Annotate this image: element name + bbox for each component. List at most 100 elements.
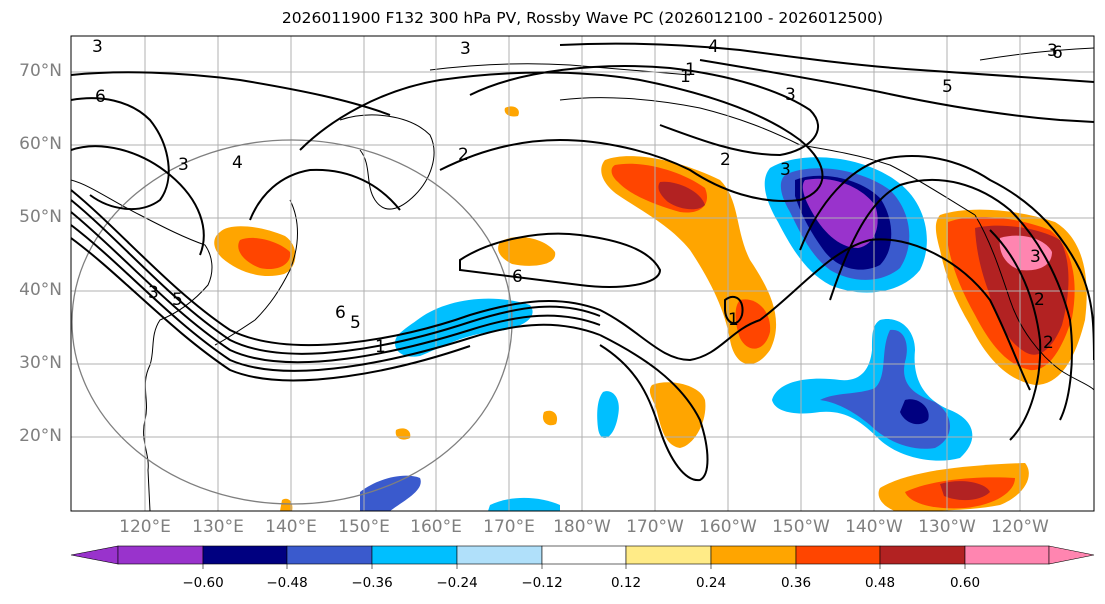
lat-label-70n: 70°N	[19, 61, 62, 81]
coast-japan	[214, 199, 298, 346]
colorbar-over-arrow	[1048, 545, 1095, 565]
colorbar-ticks	[202, 564, 966, 569]
coast-kamchatka	[339, 114, 435, 210]
lon-label-120w: 120°W	[991, 517, 1049, 537]
pv-contour-jet-3	[71, 211, 601, 364]
contour-label: 2	[720, 150, 731, 170]
contour-label: 3	[148, 283, 159, 303]
colorbar-seg	[202, 545, 288, 565]
lat-label-60n: 60°N	[19, 134, 62, 154]
contour-label: 1	[680, 67, 691, 87]
colorbar-seg	[710, 545, 797, 565]
contour-label: 6	[512, 267, 523, 287]
contour-label: 2	[1034, 290, 1045, 310]
colorbar-tick-label: −0.60	[182, 575, 224, 591]
colorbar	[70, 545, 1095, 569]
anomaly-pos-alaska-small	[504, 106, 519, 117]
colorbar-tick-label: 0.60	[949, 575, 981, 591]
colorbar-tick-label: 0.48	[864, 575, 896, 591]
map-plot-area: 3 6 4 3 3 2 1 3 5 2 4 1 3 5 6 6 3 5 1 2 …	[71, 36, 1094, 511]
lat-label-50n: 50°N	[19, 207, 62, 227]
colorbar-seg	[879, 545, 966, 565]
anomaly-pos-bering-dark	[658, 181, 705, 210]
contour-label: 4	[232, 153, 243, 173]
contour-label: 5	[172, 290, 183, 310]
colorbar-seg	[964, 545, 1050, 565]
pv-contour-east-1	[799, 155, 1094, 361]
anomaly-neg-smallblob1	[597, 391, 619, 439]
colorbar-tick-label: −0.48	[266, 575, 308, 591]
pv-contour-east-3	[989, 229, 1042, 441]
colorbar-tick-label: −0.24	[436, 575, 478, 591]
lon-label-130e: 130°E	[192, 517, 244, 537]
contour-label: 1	[728, 310, 739, 330]
coastlines	[71, 47, 1094, 511]
lat-label-20n: 20°N	[19, 426, 62, 446]
lon-label-150w: 150°W	[772, 517, 830, 537]
contour-label: 3	[780, 160, 791, 180]
contour-label: 3	[178, 155, 189, 175]
pv-contour-west-2	[71, 145, 205, 256]
lon-label-160e: 160°E	[410, 517, 462, 537]
colorbar-seg	[456, 545, 543, 565]
colorbar-seg	[286, 545, 373, 565]
coast-alaska	[559, 97, 976, 216]
pv-contour-labels: 3 6 4 3 3 2 1 3 5 2 4 1 3 5 6 6 3 5 1 2 …	[92, 37, 1063, 357]
pv-contours	[71, 42, 1094, 482]
contour-label: 5	[350, 313, 361, 333]
coast-namerica	[974, 214, 1094, 391]
contour-label: 6	[95, 87, 106, 107]
region-circle	[71, 139, 513, 505]
pv-contour-jet-5	[71, 237, 471, 382]
anomaly-pos-smallblob	[542, 410, 558, 426]
contour-label: 3	[785, 85, 796, 105]
colorbar-under-arrow	[70, 545, 119, 565]
map-frame	[70, 35, 1095, 512]
anomaly-pos-midpac	[649, 382, 706, 448]
map-title: 2026011900 F132 300 hPa PV, Rossby Wave …	[281, 9, 884, 27]
colorbar-tick-label: 0.24	[695, 575, 727, 591]
lon-label-130w: 130°W	[918, 517, 976, 537]
pv-contour-small-trough	[724, 295, 744, 325]
pv-contour-japan-ridge	[249, 168, 401, 221]
colorbar-tick-label: −0.36	[351, 575, 393, 591]
lon-label-180w: 180°W	[553, 517, 611, 537]
pv-contour-east-2	[829, 178, 1073, 421]
anomaly-neg-bottom	[360, 475, 421, 511]
lon-label-140w: 140°W	[845, 517, 903, 537]
pv-contour-top-2	[559, 42, 1094, 83]
anomaly-pos-westcoast-core	[999, 235, 1052, 271]
contour-label: 6	[335, 303, 346, 323]
lat-label-30n: 30°N	[19, 353, 62, 373]
contour-label: 2	[1043, 333, 1054, 353]
anomaly-pos-south-tail	[735, 299, 771, 349]
contour-label: 2	[458, 145, 469, 165]
pv-contour-top-1	[71, 71, 391, 116]
pv-contour-loop	[459, 232, 662, 288]
lon-label-120e: 120°E	[119, 517, 171, 537]
lon-label-160w: 160°W	[699, 517, 757, 537]
colorbar-seg	[117, 545, 204, 565]
anomaly-pos-bottom-dark	[940, 481, 990, 501]
colorbar-seg	[625, 545, 712, 565]
pv-contour-jet-4	[71, 224, 601, 372]
lon-label-170w: 170°W	[626, 517, 684, 537]
coast-canada	[979, 47, 1094, 61]
anomaly-pos-bottom-left	[280, 498, 293, 511]
anomaly-pos-bering	[601, 156, 777, 365]
pv-contour-trough	[599, 334, 709, 482]
colorbar-tick-label: 0.12	[610, 575, 642, 591]
pv-contour-jet-2	[71, 199, 601, 355]
anomaly-pos-japan-core	[238, 237, 291, 270]
colorbar-seg	[795, 545, 881, 565]
anomaly-neg-subtropic-core	[900, 399, 929, 425]
contour-label: 1	[685, 60, 696, 80]
contour-label: 3	[460, 39, 471, 59]
anomaly-neg-bottom-2	[488, 497, 560, 511]
lon-label-170e: 170°E	[483, 517, 535, 537]
contour-label: 5	[942, 77, 953, 97]
pv-contour-north-2	[469, 65, 820, 157]
colorbar-seg	[541, 545, 627, 565]
anomaly-pos-central	[498, 237, 556, 266]
